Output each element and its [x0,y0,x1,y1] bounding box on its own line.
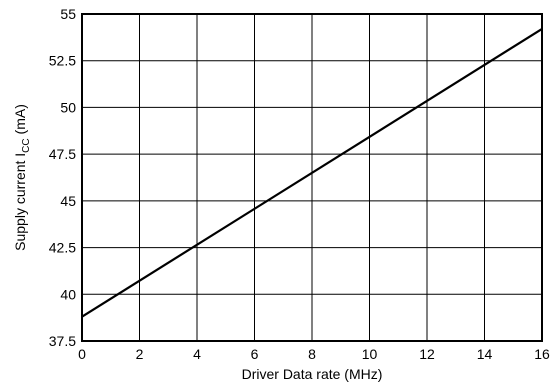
x-tick-label: 2 [136,346,144,362]
y-tick-label: 50 [60,99,76,115]
x-tick-label: 6 [251,346,259,362]
series [81,28,543,318]
y-axis-label-prefix: Supply current I [12,153,28,251]
grid [82,14,542,341]
x-tick-label: 16 [534,346,550,362]
x-tick-label: 8 [308,346,316,362]
y-axis-label: Supply current ICC (mA) [12,104,32,251]
y-tick-label: 37.5 [49,333,76,349]
y-tick-label: 45 [60,193,76,209]
y-axis-label-subscript: CC [21,138,32,152]
x-tick-label: 14 [477,346,493,362]
x-axis-label: Driver Data rate (MHz) [242,366,383,382]
y-axis-label-suffix: (mA) [12,104,28,138]
y-tick-label: 40 [60,286,76,302]
y-tick-label: 55 [60,6,76,22]
x-tick-label: 10 [362,346,378,362]
x-tick-label: 0 [78,346,86,362]
y-tick-label: 42.5 [49,240,76,256]
series-line [81,28,543,318]
y-tick-label: 52.5 [49,53,76,69]
plot-frame [81,13,543,342]
y-axis-ticks: 37.5 40 42.5 45 47.5 50 52.5 55 [49,6,76,349]
x-tick-label: 12 [419,346,435,362]
x-axis-ticks: 0 2 4 6 8 10 12 14 16 [78,346,550,362]
y-tick-label: 47.5 [49,146,76,162]
x-tick-label: 4 [193,346,201,362]
